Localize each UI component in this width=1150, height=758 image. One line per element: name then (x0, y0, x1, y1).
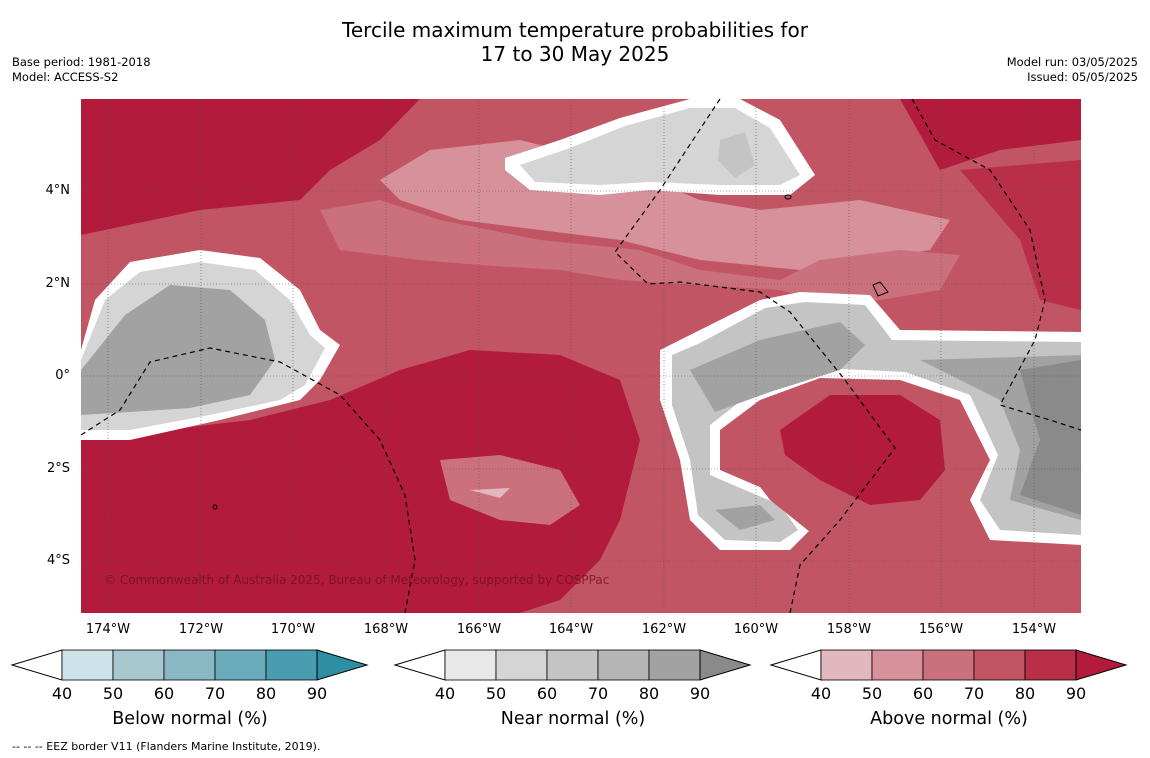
field-above-80-ne (960, 160, 1081, 310)
field-above-90-nw (81, 99, 420, 235)
cbar-segment (597, 649, 650, 681)
model-run: Model run: 03/05/2025 (1006, 55, 1138, 69)
cbar-tick-label: 70 (204, 684, 226, 703)
cbar-tick-label: 80 (255, 684, 277, 703)
cbar-tick-label: 50 (102, 684, 124, 703)
cbar-tick-label: 40 (51, 684, 73, 703)
field-above-90-ne (900, 99, 1081, 170)
cbar-tick-label: 50 (861, 684, 883, 703)
lat-label-4s: 4°S (46, 553, 70, 568)
field-above-40-sc (470, 488, 510, 498)
issued-date: Issued: 05/05/2025 (1027, 70, 1138, 84)
field-above-90-sw (81, 350, 640, 613)
cbar-tick-label: 70 (963, 684, 985, 703)
lat-label-2n: 2°N (45, 276, 71, 291)
lon-label-156w: 156°W (918, 622, 964, 637)
field-above-60-sc (440, 455, 580, 525)
lon-label-154w: 154°W (1011, 622, 1057, 637)
field-near-70-s (715, 505, 775, 530)
lon-label-172w: 172°W (178, 622, 224, 637)
cbar-above-extend-low (769, 649, 822, 681)
cbar-below-title: Below normal (%) (112, 709, 268, 729)
cbar-segment (922, 649, 975, 681)
chart-title: Tercile maximum temperature probabilitie… (0, 18, 1150, 66)
lon-label-162w: 162°W (641, 622, 687, 637)
field-above-90-ce (780, 395, 945, 505)
cbar-below-segments (61, 649, 318, 681)
meta-right: Model run: 03/05/2025 Issued: 05/05/2025 (1007, 55, 1138, 85)
cbar-tick-label: 70 (587, 684, 609, 703)
lon-label-174w: 174°W (85, 622, 131, 637)
meta-left: Base period: 1981-2018 Model: ACCESS-S2 (12, 55, 151, 85)
cbar-below-extend-high (316, 649, 369, 681)
cbar-near-segments (444, 649, 701, 681)
field-near-70-e1 (690, 322, 865, 412)
islands (212, 194, 889, 510)
title-line-2: 17 to 30 May 2025 (480, 42, 670, 66)
lon-label-158w: 158°W (826, 622, 872, 637)
cbar-near-title: Near normal (%) (500, 709, 646, 729)
base-period: Base period: 1981-2018 (12, 55, 151, 69)
cbar-above-extend-high (1075, 649, 1128, 681)
cbar-tick-label: 40 (810, 684, 832, 703)
cbar-segment (871, 649, 924, 681)
lat-label-4n: 4°N (45, 183, 71, 198)
cbar-near-extend-low (393, 649, 446, 681)
cbar-above-segments (820, 649, 1077, 681)
cbar-segment (112, 649, 165, 681)
cbar-segment (820, 649, 873, 681)
cbar-tick-label: 90 (306, 684, 328, 703)
cbar-segment (214, 649, 267, 681)
field-near-80-e (1020, 360, 1081, 515)
cbar-tick-label: 60 (153, 684, 175, 703)
field-above-60-n (320, 200, 960, 300)
colorbar-above-normal (769, 649, 1128, 681)
colorbar-near-normal (393, 649, 752, 681)
eez-borders (80, 98, 1082, 614)
cbar-below-extend-low (10, 649, 63, 681)
lon-label-160w: 160°W (733, 622, 779, 637)
cbar-tick-label: 60 (912, 684, 934, 703)
cbar-segment (163, 649, 216, 681)
lon-label-164w: 164°W (548, 622, 594, 637)
lat-label-2s: 2°S (46, 461, 70, 476)
cbar-tick-label: 90 (689, 684, 711, 703)
cbar-segment (1024, 649, 1077, 681)
cbar-segment (495, 649, 548, 681)
cbar-tick-label: 90 (1065, 684, 1087, 703)
lon-label-166w: 166°W (456, 622, 502, 637)
cbar-segment (648, 649, 701, 681)
field-above-90-sw2 (100, 480, 200, 530)
field-near-60-n (718, 132, 755, 178)
cbar-segment (444, 649, 497, 681)
cbar-tick-label: 40 (434, 684, 456, 703)
field-near-70-w (81, 285, 275, 415)
map-field (81, 99, 1081, 613)
eez-footnote: -- -- -- EEZ border V11 (Flanders Marine… (12, 740, 321, 753)
cbar-segment (973, 649, 1026, 681)
cbar-tick-label: 80 (638, 684, 660, 703)
lon-label-168w: 168°W (363, 622, 409, 637)
lon-label-170w: 170°W (270, 622, 316, 637)
cbar-near-extend-high (699, 649, 752, 681)
cbar-segment (265, 649, 318, 681)
lat-label-0: 0° (55, 368, 70, 383)
cbar-tick-label: 80 (1014, 684, 1036, 703)
cbar-segment (61, 649, 114, 681)
cbar-tick-label: 60 (536, 684, 558, 703)
cbar-tick-label: 50 (485, 684, 507, 703)
cbar-segment (546, 649, 599, 681)
cbar-above-title: Above normal (%) (870, 709, 1028, 729)
copyright-notice: © Commonwealth of Australia 2025, Bureau… (104, 573, 610, 587)
title-line-1: Tercile maximum temperature probabilitie… (342, 18, 808, 42)
colorbar-below-normal (10, 649, 369, 681)
model-name: Model: ACCESS-S2 (12, 70, 119, 84)
